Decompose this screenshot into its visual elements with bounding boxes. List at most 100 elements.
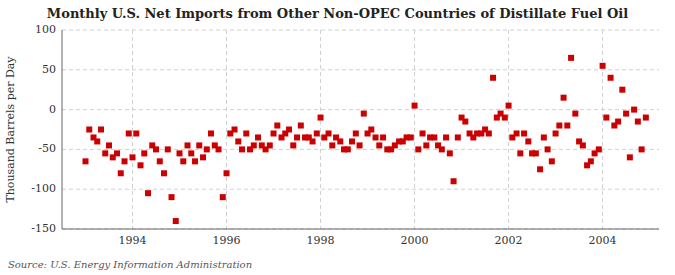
point	[420, 130, 426, 136]
point	[545, 146, 551, 152]
point	[423, 142, 429, 148]
point	[173, 218, 179, 224]
point	[580, 142, 586, 148]
x-axis	[62, 229, 659, 230]
point	[83, 158, 89, 164]
point	[431, 134, 437, 140]
point	[204, 146, 210, 152]
point	[294, 134, 300, 140]
point	[639, 146, 645, 152]
point	[235, 138, 241, 144]
point	[623, 111, 629, 117]
point	[98, 127, 104, 133]
point	[443, 134, 449, 140]
point	[635, 119, 641, 125]
point	[200, 154, 206, 160]
point	[415, 146, 421, 152]
source: Source: U.S. Energy Information Administ…	[8, 259, 252, 270]
y-tick-label: 0	[49, 103, 56, 116]
point	[506, 103, 512, 109]
point	[326, 130, 332, 136]
point	[188, 150, 194, 156]
point	[568, 55, 574, 61]
y-grid-line	[62, 229, 659, 230]
point	[349, 138, 355, 144]
point	[86, 127, 92, 133]
y-grid-line	[62, 149, 659, 150]
point	[627, 154, 633, 160]
point	[412, 103, 418, 109]
point	[600, 63, 606, 69]
point	[455, 134, 461, 140]
point	[553, 130, 559, 136]
point	[177, 150, 183, 156]
point	[255, 134, 261, 140]
point	[118, 170, 124, 176]
point	[619, 87, 625, 93]
point	[345, 146, 351, 152]
point	[556, 123, 562, 129]
point	[502, 115, 508, 121]
point	[310, 138, 316, 144]
point	[357, 142, 363, 148]
point	[380, 134, 386, 140]
x-tick-label: 2004	[589, 234, 617, 247]
point	[157, 158, 163, 164]
y-grid-line	[62, 189, 659, 190]
point	[561, 95, 567, 101]
point	[517, 150, 523, 156]
point	[153, 146, 159, 152]
point	[243, 130, 249, 136]
point	[169, 194, 175, 200]
title: Monthly U.S. Net Imports from Other Non-…	[47, 6, 628, 21]
x-tick-label: 1998	[307, 234, 335, 247]
point	[318, 115, 324, 121]
point	[271, 130, 277, 136]
point	[130, 154, 136, 160]
point	[353, 130, 359, 136]
point	[490, 75, 496, 81]
point	[486, 130, 492, 136]
point	[141, 150, 147, 156]
y-tick-label: 100	[35, 23, 56, 36]
point	[603, 115, 609, 121]
point	[165, 146, 171, 152]
point	[408, 134, 414, 140]
point	[251, 142, 257, 148]
point	[451, 178, 457, 184]
y-tick-label: -50	[38, 142, 56, 155]
point	[232, 127, 238, 133]
y-axis-label: Thousand Barrels per Day	[4, 56, 17, 203]
y-grid-line	[62, 109, 659, 110]
point	[439, 146, 445, 152]
x-grid-line	[320, 30, 321, 229]
point	[224, 170, 230, 176]
point	[133, 130, 139, 136]
point	[216, 146, 222, 152]
point	[541, 134, 547, 140]
x-grid-line	[508, 30, 509, 229]
y-tick-label: -100	[31, 182, 56, 195]
point	[329, 142, 335, 148]
x-grid-line	[226, 30, 227, 229]
point	[267, 142, 273, 148]
point	[564, 123, 570, 129]
point	[286, 127, 292, 133]
point	[525, 138, 531, 144]
points	[83, 55, 649, 224]
point	[596, 146, 602, 152]
point	[185, 142, 191, 148]
point	[537, 166, 543, 172]
point	[145, 190, 151, 196]
point	[615, 119, 621, 125]
y-grid-line	[62, 69, 659, 70]
x-tick-label: 1994	[119, 234, 147, 247]
point	[196, 142, 202, 148]
point	[239, 146, 245, 152]
point	[631, 107, 637, 113]
point	[94, 138, 100, 144]
point	[337, 138, 343, 144]
point	[192, 158, 198, 164]
point	[138, 162, 144, 168]
x-tick-label: 2000	[401, 234, 429, 247]
